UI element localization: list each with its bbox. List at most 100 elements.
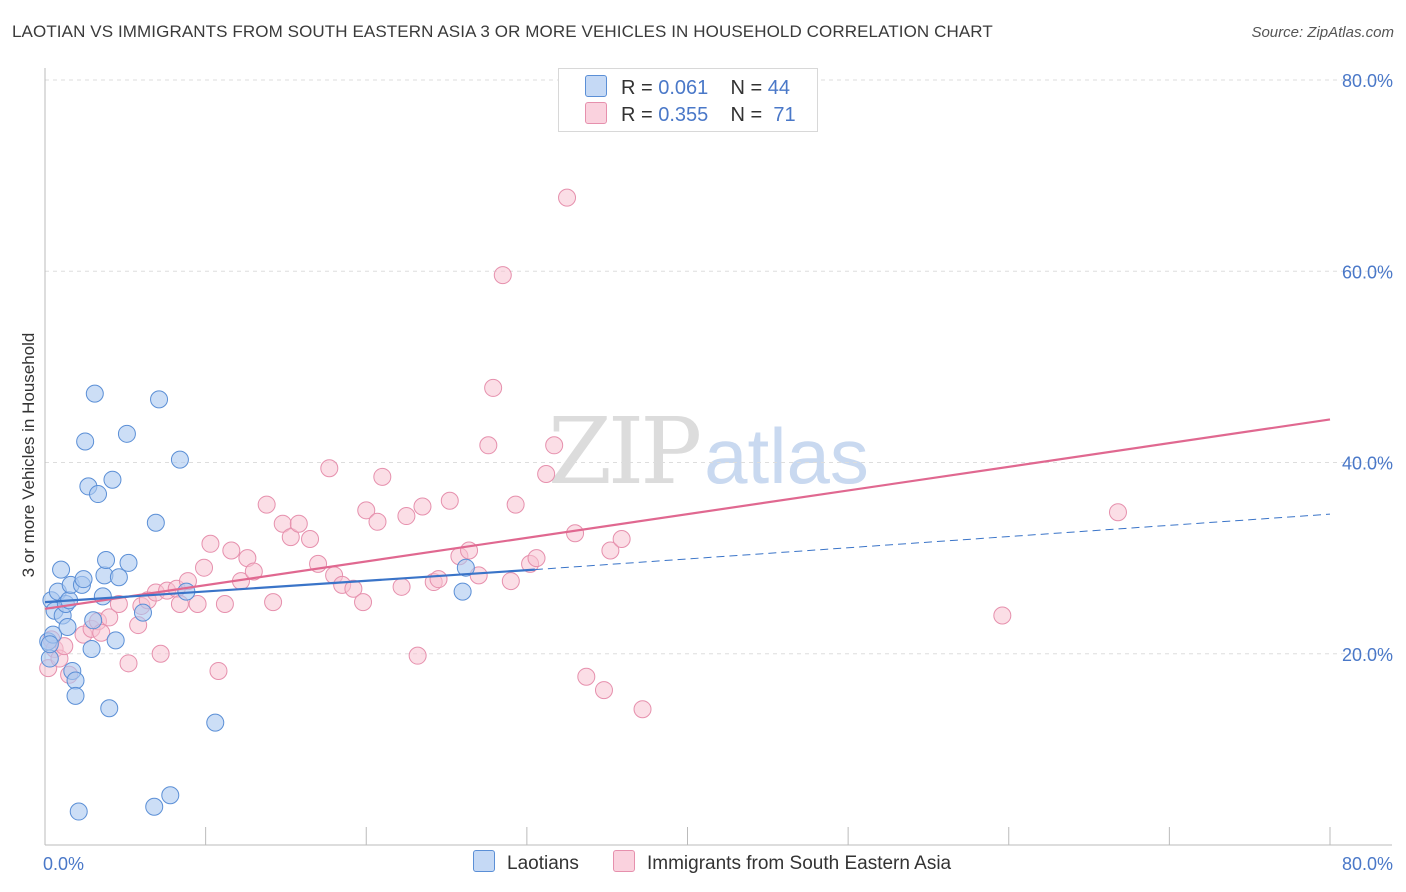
laotians-point — [106, 631, 125, 650]
series-sea-points — [39, 188, 1127, 719]
sea-point — [408, 646, 427, 665]
laotians-point — [103, 470, 122, 489]
sea-point — [506, 495, 525, 514]
laotians-point — [100, 699, 119, 718]
legend-row-sea: R = 0.355 N = 71 — [585, 102, 796, 128]
bottom-legend-laotians: Laotians — [473, 850, 579, 875]
laotians-point — [84, 611, 103, 630]
sea-point — [244, 562, 263, 581]
y-tick-label: 20.0% — [1342, 645, 1393, 665]
laotians-point — [52, 560, 71, 579]
sea-point — [479, 436, 498, 455]
laotians-point — [150, 390, 169, 409]
sea-point — [119, 654, 138, 673]
legend-r-value-2: 0.355 — [658, 104, 709, 126]
sea-point — [484, 378, 503, 397]
sea-point — [215, 595, 234, 614]
sea-swatch — [585, 102, 607, 124]
sea-point — [545, 436, 564, 455]
watermark-atlas: atlas — [704, 412, 869, 500]
laotians-point — [170, 450, 189, 469]
laotians-point — [40, 635, 59, 654]
laotians-point — [66, 671, 85, 690]
sea-point — [222, 541, 241, 560]
sea-point — [357, 501, 376, 520]
sea-point — [392, 577, 411, 596]
sea-point — [601, 541, 620, 560]
legend-r-label-2: R = — [621, 104, 653, 126]
sea-point — [320, 459, 339, 478]
watermark-zip: ZIP — [548, 398, 702, 505]
watermark: ZIPatlas — [548, 398, 869, 505]
sea-point — [373, 467, 392, 486]
sea-trend-line — [44, 418, 1331, 610]
sea-point — [566, 524, 585, 543]
laotians-point — [133, 603, 152, 622]
laotians-point — [117, 424, 136, 443]
laotians-swatch — [585, 75, 607, 97]
sea-point — [527, 549, 546, 568]
sea-point — [289, 514, 308, 533]
sea-point — [188, 595, 207, 614]
laotians-point — [456, 558, 475, 577]
y-tick-label: 80.0% — [1342, 71, 1393, 91]
sea-point — [493, 266, 512, 285]
laotians-trend-extension — [534, 513, 1331, 571]
sea-point — [368, 512, 387, 531]
laotians-point — [69, 802, 88, 821]
sea-point — [195, 558, 214, 577]
axes — [44, 68, 1392, 846]
laotians-point — [74, 570, 93, 589]
laotians-point — [89, 485, 108, 504]
laotians-point — [161, 786, 180, 805]
bottom-laotians-swatch — [473, 850, 495, 872]
x-tick-label: 80.0% — [1342, 854, 1393, 874]
sea-point — [1108, 503, 1127, 522]
series-laotians-points — [39, 384, 475, 821]
sea-point — [301, 530, 320, 548]
sea-point — [993, 606, 1012, 625]
legend-n-value-1: 44 — [767, 77, 791, 99]
tick-labels: 20.0% 40.0% 60.0% 80.0% 0.0% 80.0% — [43, 71, 1393, 874]
legend-n-value-2: 71 — [773, 104, 796, 126]
laotians-point — [145, 797, 164, 816]
sea-point — [109, 595, 128, 614]
trend-lines — [44, 418, 1331, 610]
legend-r-value-1: 0.061 — [658, 77, 709, 99]
bottom-legend-label-1: Laotians — [507, 853, 579, 874]
source-label: Source: ZipAtlas.com — [1251, 24, 1394, 41]
stats-legend: R = 0.061 N = 44 R = 0.355 N = 71 — [558, 68, 818, 132]
laotians-point — [146, 513, 165, 532]
legend-row-laotians: R = 0.061 N = 44 — [585, 75, 790, 101]
sea-point — [577, 667, 596, 686]
sea-point — [594, 681, 613, 700]
sea-point — [354, 593, 373, 612]
laotians-point — [453, 582, 472, 601]
laotians-point — [85, 384, 104, 403]
sea-point — [281, 528, 300, 547]
sea-point — [209, 661, 228, 680]
sea-point — [440, 491, 459, 510]
y-tick-label: 40.0% — [1342, 454, 1393, 474]
laotians-point — [58, 617, 77, 636]
legend-r-label-1: R = — [621, 77, 653, 99]
bottom-legend-label-2: Immigrants from South Eastern Asia — [647, 853, 952, 874]
laotians-point — [66, 686, 85, 705]
sea-point — [501, 572, 520, 591]
legend-n-label-1: N = — [730, 77, 763, 99]
sea-point — [429, 570, 448, 589]
bottom-legend-sea: Immigrants from South Eastern Asia — [613, 850, 951, 875]
sea-point — [264, 593, 283, 612]
sea-point — [344, 579, 363, 598]
laotians-point — [119, 553, 138, 572]
sea-point — [257, 495, 276, 514]
sea-point — [612, 530, 631, 548]
sea-point — [558, 188, 577, 207]
sea-point — [397, 507, 416, 526]
x-tick-label: 0.0% — [43, 854, 84, 874]
sea-point — [633, 700, 652, 719]
chart-title: LAOTIAN VS IMMIGRANTS FROM SOUTH EASTERN… — [12, 22, 993, 41]
laotians-point — [93, 587, 112, 606]
legend-n-label-2: N = — [730, 104, 763, 126]
